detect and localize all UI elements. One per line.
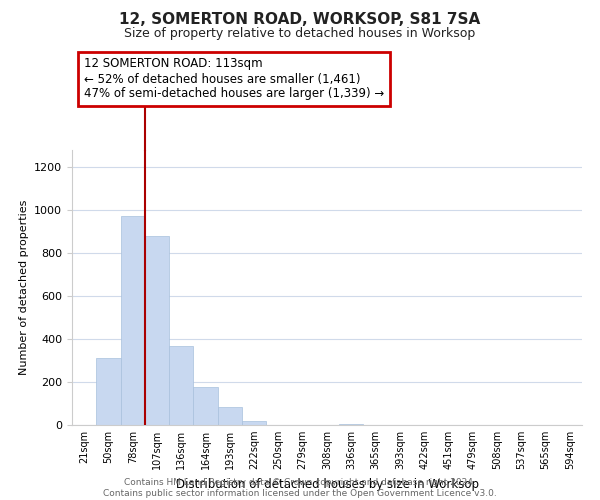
Bar [169, 346, 193, 425]
Bar [193, 388, 218, 425]
Text: Contains HM Land Registry data © Crown copyright and database right 2024.
Contai: Contains HM Land Registry data © Crown c… [103, 478, 497, 498]
Bar [145, 236, 169, 425]
Text: 12 SOMERTON ROAD: 113sqm
← 52% of detached houses are smaller (1,461)
47% of sem: 12 SOMERTON ROAD: 113sqm ← 52% of detach… [84, 58, 384, 100]
Text: Size of property relative to detached houses in Worksop: Size of property relative to detached ho… [124, 28, 476, 40]
Bar [121, 216, 145, 425]
X-axis label: Distribution of detached houses by size in Worksop: Distribution of detached houses by size … [176, 478, 479, 490]
Bar [242, 420, 266, 425]
Y-axis label: Number of detached properties: Number of detached properties [19, 200, 29, 375]
Bar [339, 424, 364, 425]
Text: 12, SOMERTON ROAD, WORKSOP, S81 7SA: 12, SOMERTON ROAD, WORKSOP, S81 7SA [119, 12, 481, 28]
Bar [218, 408, 242, 425]
Bar [96, 358, 121, 425]
